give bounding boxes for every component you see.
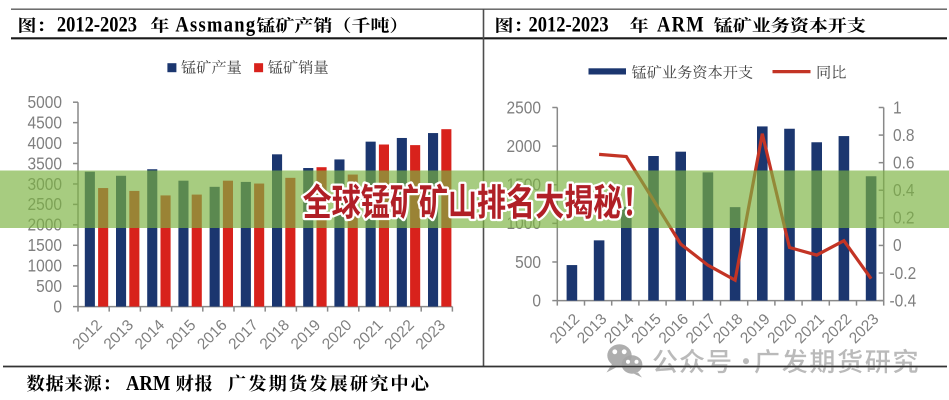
svg-text:2013: 2013 [101,317,137,353]
svg-text:2012-2023: 2012-2023 [529,13,609,37]
svg-text:500: 500 [36,276,62,296]
svg-text:-0.4: -0.4 [890,290,917,310]
svg-text:2017: 2017 [683,311,719,347]
svg-text:2012-2023: 2012-2023 [57,13,137,37]
svg-text:Assmang: Assmang [175,13,256,37]
svg-text:2500: 2500 [507,97,541,117]
svg-text:2019: 2019 [288,317,324,353]
svg-text:2021: 2021 [792,311,828,347]
svg-text:1: 1 [893,97,902,117]
svg-text:-0.2: -0.2 [890,263,917,283]
svg-text:2014: 2014 [601,310,638,347]
svg-text:2015: 2015 [628,311,664,347]
svg-text:0: 0 [532,290,541,310]
svg-text:3500: 3500 [28,153,62,173]
svg-text:2012: 2012 [69,317,105,353]
svg-text:0.6: 0.6 [893,152,915,172]
svg-text:2022: 2022 [819,311,855,347]
svg-text:1000: 1000 [28,255,62,275]
svg-text:2016: 2016 [194,317,230,353]
svg-text:2012: 2012 [547,311,583,347]
svg-text:2013: 2013 [574,311,610,347]
svg-text:0: 0 [53,296,62,316]
svg-text:2020: 2020 [319,316,356,353]
svg-text:4500: 4500 [28,112,62,132]
svg-text:2022: 2022 [381,317,417,353]
svg-text:2016: 2016 [656,311,692,347]
svg-text:2023: 2023 [413,317,449,353]
svg-text:2018: 2018 [710,311,746,347]
svg-text:0.8: 0.8 [893,125,915,145]
svg-text:2017: 2017 [225,317,261,353]
svg-text:ARM: ARM [657,13,705,37]
svg-text:5000: 5000 [28,92,62,112]
svg-text:2023: 2023 [846,311,882,347]
svg-text:1500: 1500 [28,235,62,255]
svg-text:2014: 2014 [132,316,169,353]
svg-text:2018: 2018 [257,317,293,353]
svg-text:2019: 2019 [737,311,773,347]
svg-text:4000: 4000 [28,133,62,153]
svg-text:500: 500 [515,252,541,272]
svg-text:ARM: ARM [126,372,171,395]
svg-text:2000: 2000 [507,136,541,156]
svg-text:2021: 2021 [350,317,386,353]
svg-text:2020: 2020 [764,310,801,347]
svg-text:2015: 2015 [163,317,199,353]
svg-text:0: 0 [893,235,902,255]
